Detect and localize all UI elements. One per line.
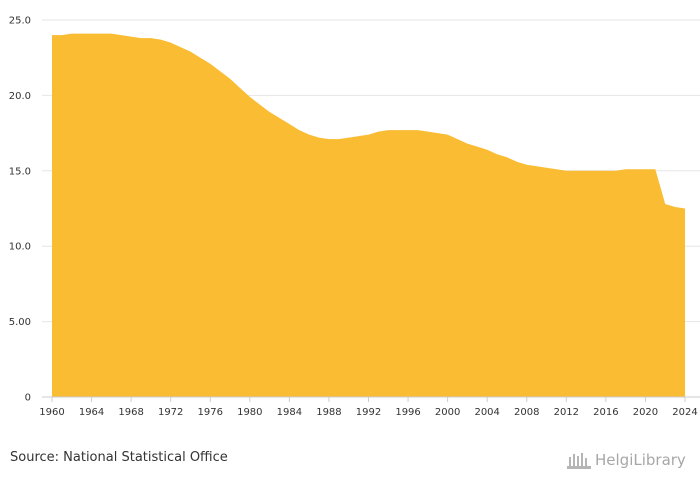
x-tick-label: 2024 bbox=[672, 407, 697, 418]
x-tick-label: 1964 bbox=[79, 407, 104, 418]
x-axis-ticks: 1960 1964 1968 1972 1976 1980 1984 1988 1992 1996… bbox=[39, 397, 698, 418]
y-tick-label: 25.0 bbox=[9, 16, 31, 27]
series-area bbox=[52, 33, 685, 398]
x-tick-label: 1976 bbox=[198, 407, 223, 418]
source-note: Source: National Statistical Office bbox=[10, 450, 228, 465]
y-tick-label: 5.00 bbox=[9, 317, 31, 328]
logo-text: HelgiLibrary bbox=[595, 451, 686, 469]
y-tick-label: 20.0 bbox=[9, 91, 31, 102]
building-icon bbox=[567, 453, 591, 469]
x-tick-label: 1960 bbox=[39, 407, 64, 418]
y-tick-label: 10.0 bbox=[9, 242, 31, 253]
x-tick-label: 1980 bbox=[237, 407, 262, 418]
x-tick-label: 1972 bbox=[158, 407, 183, 418]
y-tick-label: 15.0 bbox=[9, 166, 31, 177]
y-tick-label: 0 bbox=[25, 393, 31, 404]
x-tick-label: 1968 bbox=[118, 407, 143, 418]
x-tick-label: 2020 bbox=[633, 407, 658, 418]
x-tick-label: 1984 bbox=[277, 407, 302, 418]
helgi-library-logo: HelgiLibrary bbox=[566, 449, 686, 471]
y-axis-ticks: 0 5.00 10.0 15.0 20.0 25.0 bbox=[9, 16, 31, 404]
x-tick-label: 1992 bbox=[356, 407, 381, 418]
x-tick-label: 1996 bbox=[395, 407, 420, 418]
x-tick-label: 2008 bbox=[514, 407, 539, 418]
x-tick-label: 2016 bbox=[593, 407, 618, 418]
x-tick-label: 2004 bbox=[474, 407, 499, 418]
x-tick-label: 2012 bbox=[554, 407, 579, 418]
x-tick-label: 1988 bbox=[316, 407, 341, 418]
x-tick-label: 2000 bbox=[435, 407, 460, 418]
